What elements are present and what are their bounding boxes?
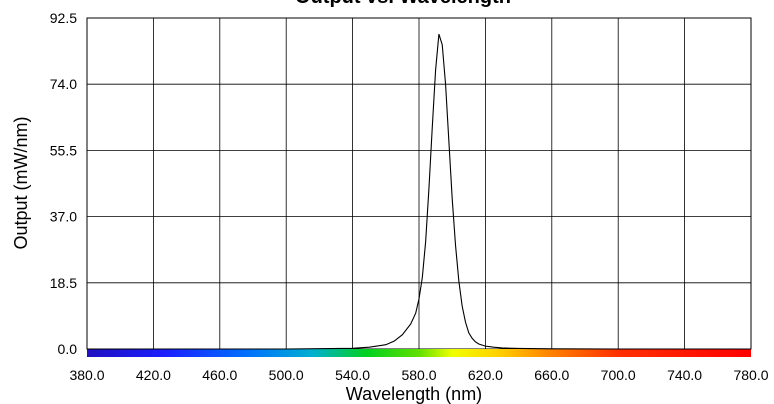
x-tick-label: 780.0 [733, 367, 768, 383]
y-axis-title: Output (mW/nm) [11, 116, 31, 249]
y-tick-labels: 0.0 18.5 37.0 55.5 74.0 92.5 [50, 10, 77, 357]
x-tick-label: 500.0 [269, 367, 304, 383]
x-tick-label: 420.0 [136, 367, 171, 383]
x-tick-label: 580.0 [401, 367, 436, 383]
y-tick-label: 55.5 [50, 142, 77, 158]
x-tick-labels: 380.0 420.0 460.0 500.0 540.0 580.0 620.0 660.0… [69, 367, 768, 383]
x-tick-label: 460.0 [202, 367, 237, 383]
y-tick-label: 92.5 [50, 10, 77, 26]
x-axis-title: Wavelength (nm) [346, 384, 482, 404]
grid [87, 18, 751, 349]
chart-title: Output vs. Wavelength [295, 0, 511, 8]
y-tick-label: 37.0 [50, 209, 77, 225]
y-tick-label: 74.0 [50, 76, 77, 92]
y-tick-label: 18.5 [50, 275, 77, 291]
x-tick-label: 660.0 [534, 367, 569, 383]
y-tick-label: 0.0 [58, 341, 78, 357]
x-tick-label: 740.0 [667, 367, 702, 383]
x-tick-label: 540.0 [335, 367, 370, 383]
x-tick-label: 380.0 [69, 367, 104, 383]
spectrum-bar [87, 349, 751, 357]
x-tick-label: 700.0 [601, 367, 636, 383]
x-tick-label: 620.0 [468, 367, 503, 383]
output-series-line [87, 33, 751, 350]
